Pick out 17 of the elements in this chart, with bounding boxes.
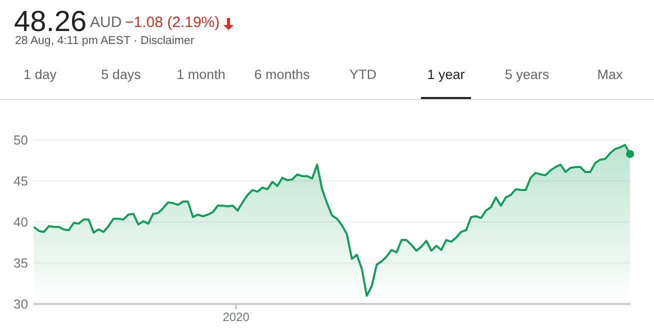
text: AUD: [90, 14, 122, 31]
y-tick-label: 40: [14, 214, 28, 230]
text: 1 year: [427, 67, 465, 82]
y-tick-label: 45: [14, 174, 28, 188]
text: 6 months: [254, 67, 310, 82]
y-tick-label: 30: [14, 296, 28, 312]
y-tick-label: 35: [14, 256, 28, 270]
y-tick-label: 50: [14, 132, 28, 148]
text: Max: [597, 67, 623, 82]
text: 2020: [222, 310, 250, 324]
text: 5 years: [504, 67, 550, 82]
text: YTD: [350, 67, 376, 82]
chart-subtitle: 28 Aug, 4:11 pm AEST · Disclaimer: [15, 35, 194, 47]
text: −1.08 (2.19%): [125, 14, 220, 31]
text: 1 month: [176, 67, 226, 82]
text: 1 day: [23, 67, 57, 82]
text: 5 days: [101, 67, 141, 82]
